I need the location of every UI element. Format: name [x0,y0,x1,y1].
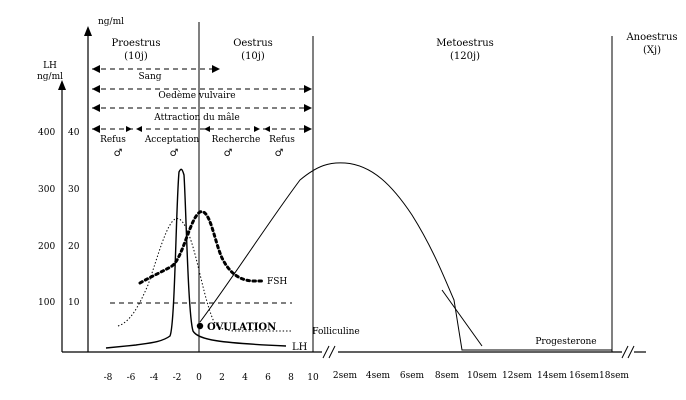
span-sang: Sang [92,65,220,82]
x-week-tick: 8sem [435,371,460,381]
span-oedeme-vulvaire: Oedème vulvaire [92,85,312,101]
y-outer-tick: 400 [38,128,55,138]
y-axis-inner-arrow [84,26,92,36]
y-inner-tick: 10 [68,298,80,308]
x-day-tick: -8 [104,373,113,383]
phase-label-metoestrus: Metoestrus [436,38,494,49]
y-ticks: 400 40 300 30 200 20 100 10 [38,128,80,308]
progesterone-curve [199,162,612,351]
phase-label-oestrus: Oestrus [233,38,273,49]
span-label-oedeme: Oedème vulvaire [158,90,235,101]
phase-label-anoestrus: Anoestrus [625,32,677,43]
x-week-tick: 4sem [366,371,391,381]
x-week-tick: 12sem [502,371,532,381]
phase-duration-anoestrus: (Xj) [643,45,661,56]
ovulation-marker [196,322,204,330]
span-label-attraction: Attraction du mâle [153,112,239,123]
y-inner-tick: 20 [68,242,80,252]
x-axis-break-1 [322,345,336,359]
y-outer-tick: 300 [38,185,55,195]
behavior-label-refus-1: Refus [100,135,126,145]
x-week-ticks: 2sem 4sem 6sem 8sem 10sem 12sem 14sem 16… [333,371,630,381]
x-day-tick: -6 [127,373,136,383]
folliculine-label: Folliculine [312,327,360,337]
x-day-tick: 2 [219,373,225,383]
y-inner-tick: 40 [68,128,80,138]
ovulation-label: OVULATION [207,322,276,333]
behavior-symbol-male-2: ♂ [170,148,179,159]
y-inner-tick: 30 [68,185,80,195]
span-attraction-male: Attraction du mâle [153,112,239,123]
x-week-tick: 18sem [599,371,629,381]
x-day-tick: 0 [196,373,202,383]
behavior-symbol-male-4: ♂ [275,148,284,159]
x-day-tick: 6 [265,373,271,383]
x-week-tick: 6sem [400,371,425,381]
behavior-label-acceptation: Acceptation [144,135,200,145]
behavior-label-recherche: Recherche [212,135,261,145]
phase-duration-metoestrus: (120j) [450,51,480,62]
x-day-tick: 8 [288,373,294,383]
lh-label: LH [292,342,308,353]
span-row-3 [92,104,312,112]
y-outer-tick: 200 [38,242,55,252]
x-day-ticks: -8 -6 -4 -2 0 2 4 6 8 10 [104,373,319,383]
x-day-tick: 10 [307,373,319,383]
behavior-label-refus-2: Refus [269,135,295,145]
x-week-tick: 16sem [569,371,599,381]
lh-curve [105,168,287,349]
y-outer-tick: 100 [38,298,55,308]
y-unit-outer-lh: LH [43,61,57,71]
x-week-tick: 10sem [467,371,497,381]
y-axis-outer-arrow [58,80,66,90]
fsh-curve [138,210,264,285]
phase-duration-proestrus: (10j) [124,51,148,62]
phase-duration-oestrus: (10j) [241,51,265,62]
span-label-sang: Sang [138,72,161,82]
phase-label-proestrus: Proestrus [112,38,161,49]
y-unit-inner: ng/ml [98,17,124,27]
progesterone-label: Progesterone [535,337,596,347]
behavior-symbol-male-1: ♂ [114,148,123,159]
fsh-label: FSH [267,277,287,287]
behavior-symbol-male-3: ♂ [224,148,233,159]
x-axis-break-2 [621,345,635,359]
x-week-tick: 14sem [537,371,567,381]
span-behavior-row [92,125,312,133]
y-unit-outer-ngml: ng/ml [37,72,63,82]
progesterone-alt-branch [441,289,483,347]
x-week-tick: 2sem [333,371,358,381]
x-day-tick: 4 [242,373,248,383]
x-day-tick: -4 [150,373,159,383]
folliculine-curve [117,218,292,332]
x-day-tick: -2 [173,373,182,383]
